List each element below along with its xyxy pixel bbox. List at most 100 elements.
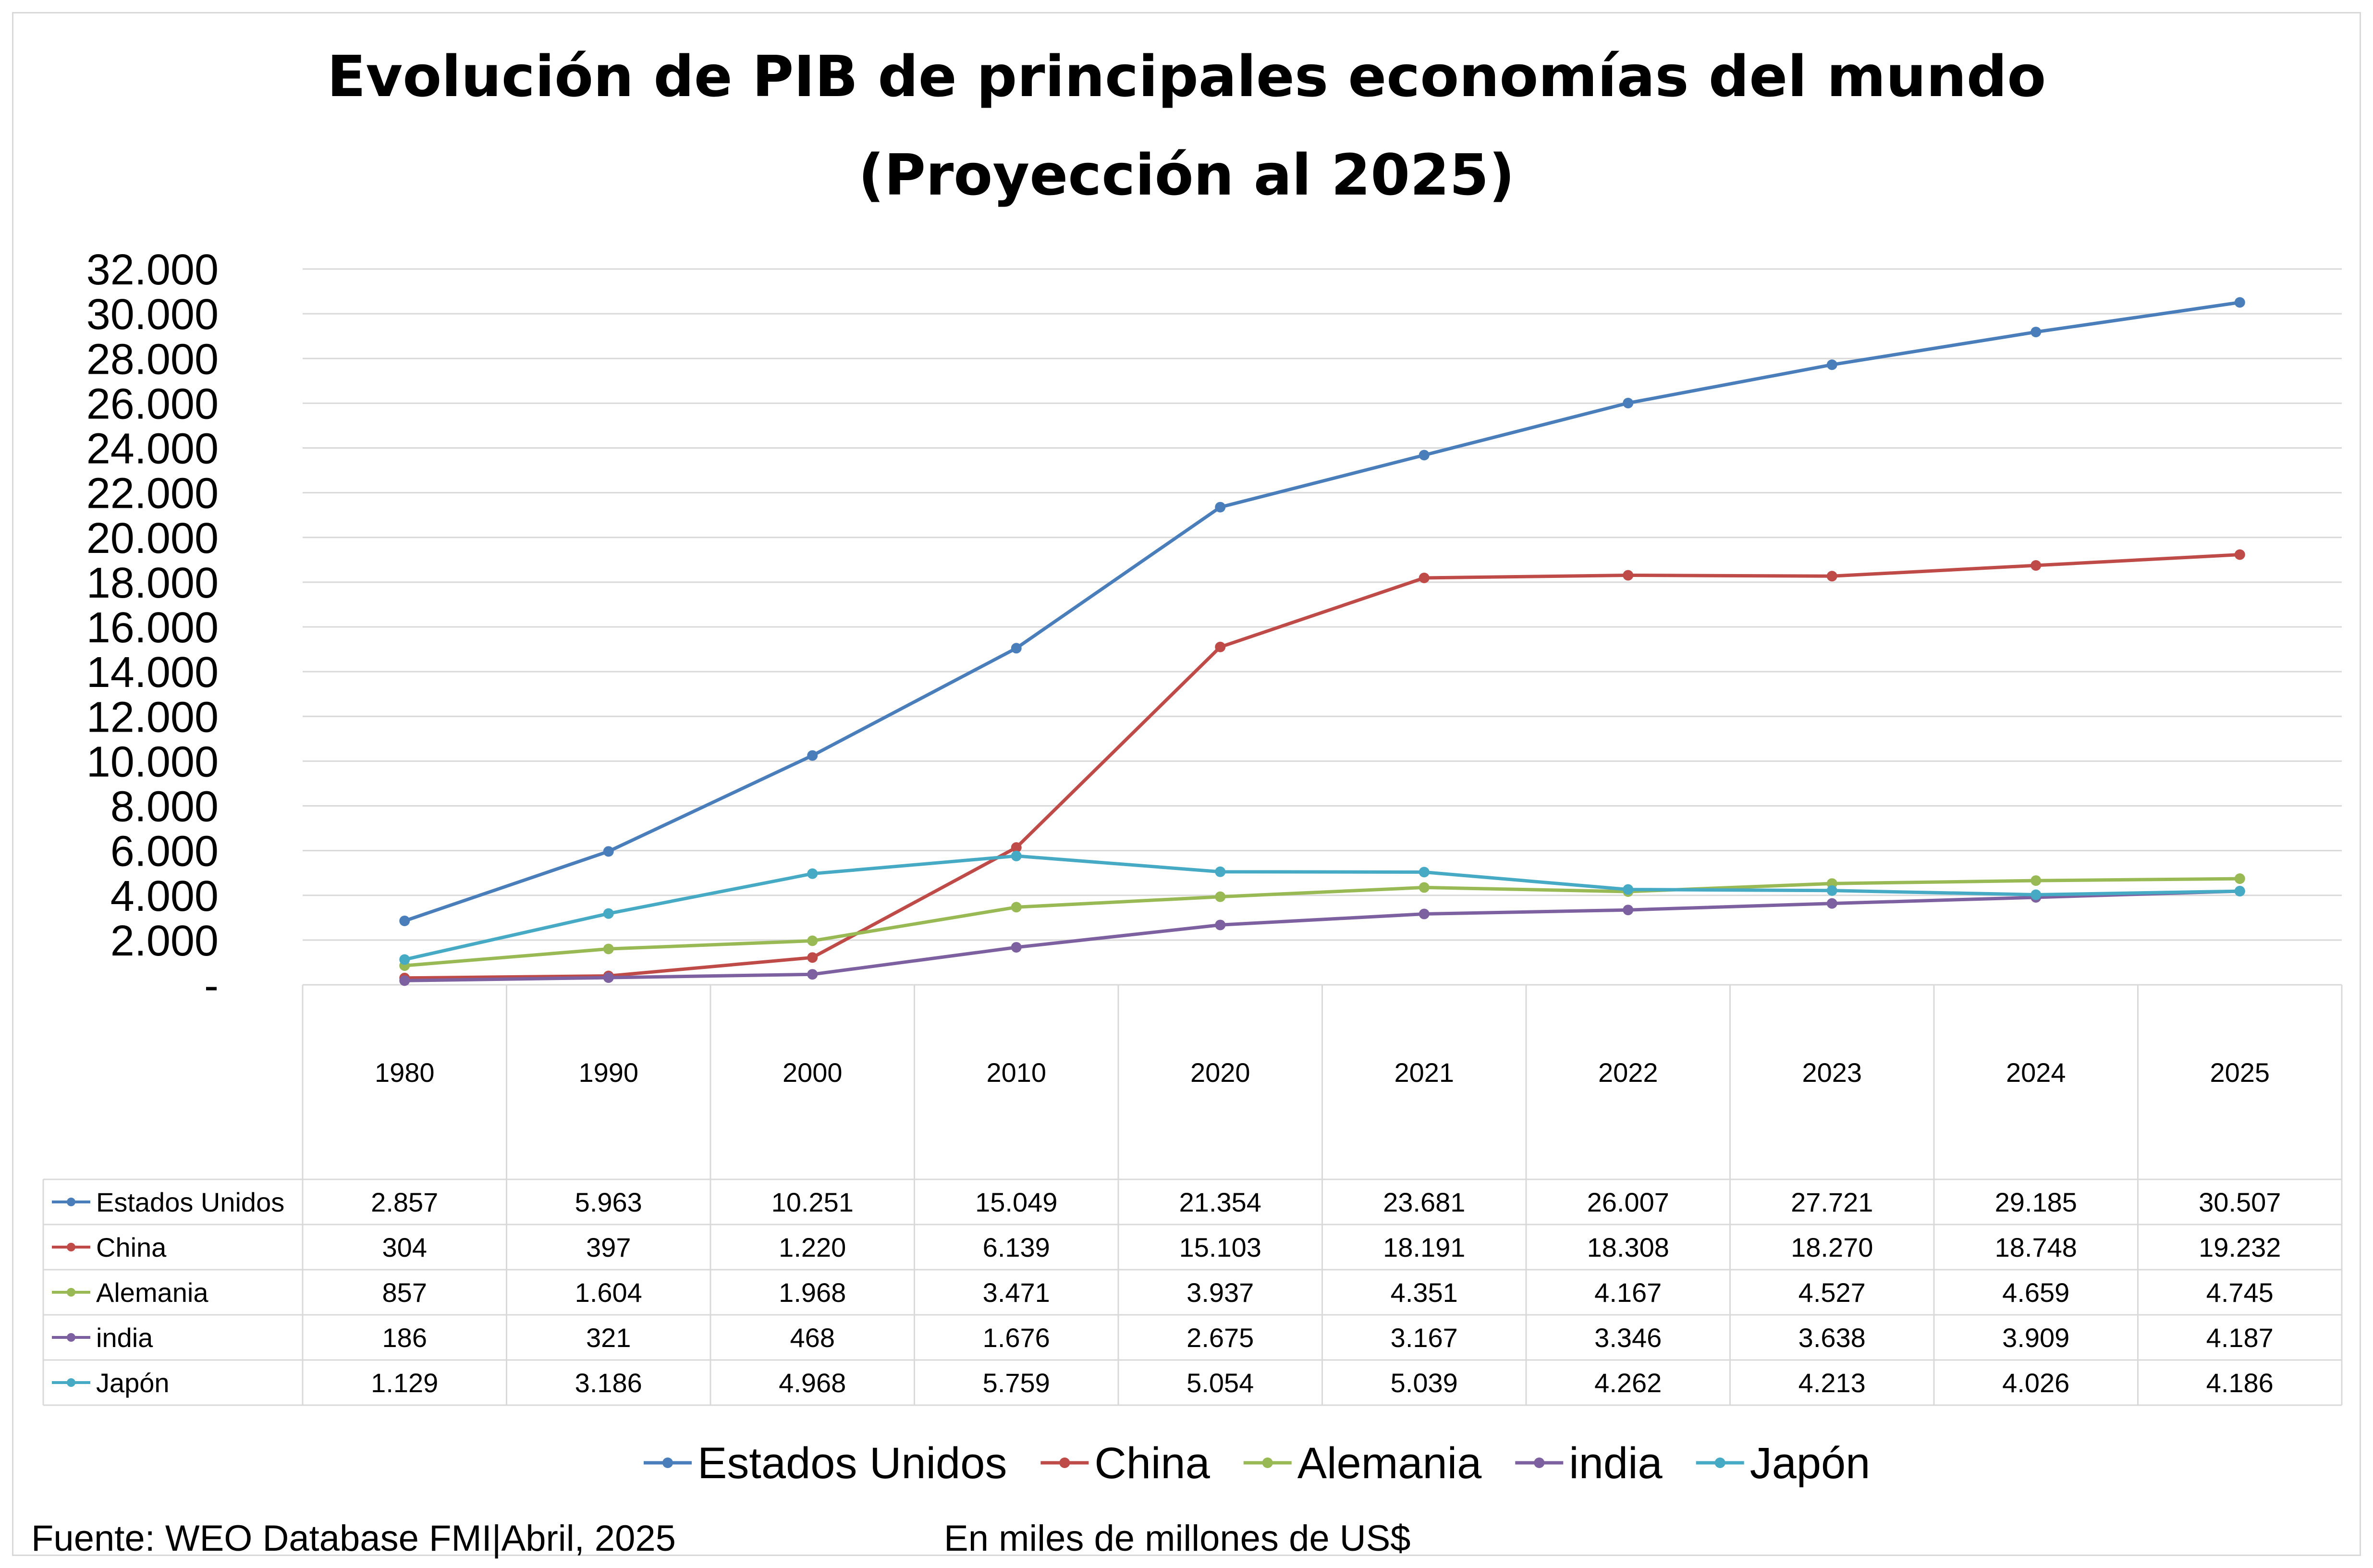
table-row-label: China [96,1232,167,1262]
data-point [1623,884,1634,895]
data-point [1215,891,1226,902]
table-cell: 468 [790,1323,835,1353]
table-cell: 4.527 [1798,1277,1866,1308]
data-point [603,908,614,919]
gridlines [303,268,2342,941]
legend-key-marker [1059,1458,1070,1468]
table-cell: 4.659 [2002,1277,2069,1308]
y-tick-label: 10.000 [86,738,219,786]
data-point [1215,641,1226,652]
data-point [1419,908,1430,919]
legend-label: Japón [1750,1439,1871,1488]
data-point [1623,570,1634,581]
data-point [603,972,614,983]
data-point [807,868,818,879]
table-key-marker [67,1378,75,1387]
y-tick-label: 18.000 [86,559,219,607]
data-point [1011,643,1022,654]
series-japón [399,850,2245,965]
series-alemania [399,873,2245,971]
data-point [1826,359,1837,370]
y-tick-label: 12.000 [86,693,219,741]
legend-item: Estados Unidos [644,1439,1007,1488]
legend-item: China [1040,1439,1211,1488]
table-cell: 1.676 [983,1323,1050,1353]
data-point [1623,398,1634,409]
data-point [2031,889,2042,900]
table-cell: 1.129 [371,1368,438,1398]
table-cell: 3.346 [1594,1323,1662,1353]
table-row-label: Estados Unidos [96,1187,284,1217]
table-cell: 21.354 [1179,1187,1261,1217]
series-line [404,553,2240,980]
table-cell: 2.675 [1186,1323,1254,1353]
table-cell: 30.507 [2199,1187,2281,1217]
data-point [807,750,818,761]
data-point [1826,898,1837,909]
table-cell: 3.638 [1798,1323,1866,1353]
data-point [1419,572,1430,583]
series-line [404,877,2240,968]
data-point [2234,886,2245,897]
data-point [1011,902,1022,913]
series-line [404,889,2240,982]
chart-frame [12,12,2361,1556]
table-cell: 26.007 [1587,1187,1669,1217]
data-point [807,935,818,946]
table-cell: 3.937 [1186,1277,1254,1308]
table-cell: 3.471 [983,1277,1050,1308]
data-point [603,846,614,857]
table-cell: 15.103 [1179,1232,1261,1262]
data-point [2031,327,2042,338]
table-cell: 4.968 [779,1368,846,1398]
table-cell: 18.308 [1587,1232,1669,1262]
table-key-marker [67,1288,75,1297]
series-estados-unidos [399,297,2245,926]
x-tick-label: 2000 [783,1057,843,1088]
table-cell: 3.186 [575,1368,642,1398]
data-point [1826,571,1837,582]
legend-key-marker [1534,1458,1545,1468]
y-tick-label: 24.000 [86,425,219,473]
table-cell: 5.759 [983,1368,1050,1398]
x-tick-label: 2022 [1598,1057,1658,1088]
data-point [1011,842,1022,853]
legend: Estados Unidos China Alemania india Japón [644,1439,1870,1488]
data-point [1623,905,1634,916]
y-tick-label: 20.000 [86,514,219,563]
table-cell: 321 [586,1323,631,1353]
y-tick-label: 26.000 [86,380,219,428]
y-tick-label: 8.000 [110,783,219,831]
legend-label: Alemania [1297,1439,1482,1488]
y-axis: -2.0004.0006.0008.00010.00012.00014.0001… [86,246,219,1010]
data-point [2031,560,2042,571]
data-point [2234,297,2245,308]
legend-key-marker [1714,1458,1725,1468]
table-cell: 10.251 [771,1187,854,1217]
y-tick-label: 28.000 [86,335,219,383]
data-point [2031,875,2042,886]
y-tick-label: 30.000 [86,291,219,339]
legend-key-marker [662,1458,673,1468]
data-point [1826,885,1837,896]
x-tick-label: 2023 [1802,1057,1862,1088]
series-line [404,854,2240,961]
x-tick-label: 2021 [1394,1057,1454,1088]
y-tick-label: - [204,962,219,1010]
series-india [399,886,2245,986]
data-point [1419,450,1430,461]
table-row-label: Alemania [96,1277,208,1308]
data-point [399,915,410,926]
legend-item: india [1515,1439,1663,1488]
table-cell: 186 [382,1323,427,1353]
data-table: 1980 1990 2000 2010 2020 2021 2022 2023 2024 2025… [42,984,2343,1406]
data-point [807,969,818,980]
table-cell: 6.139 [983,1232,1050,1262]
data-point [2234,549,2245,560]
data-point [1215,866,1226,877]
x-tick-label: 1990 [578,1057,638,1088]
data-point [1419,867,1430,878]
table-cell: 857 [382,1277,427,1308]
chart-subtitle: (Proyección al 2025) [858,142,1515,208]
